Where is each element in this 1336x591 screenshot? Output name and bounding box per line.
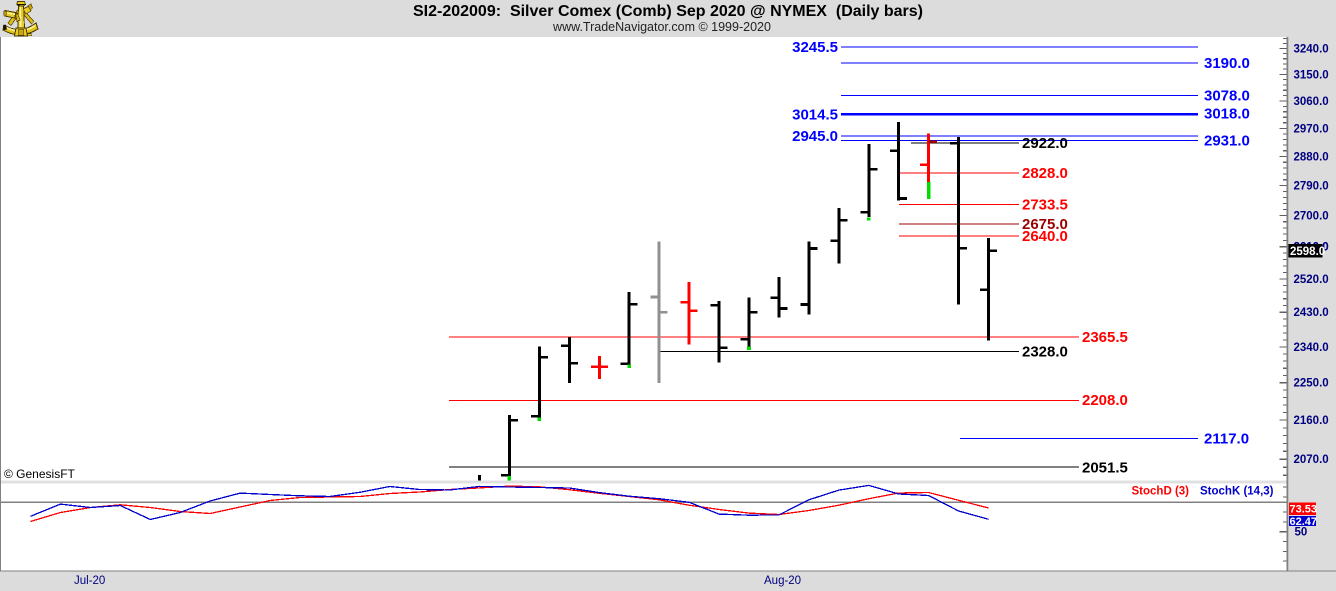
svg-text:73.53: 73.53: [1290, 503, 1318, 515]
svg-text:2051.5: 2051.5: [1082, 459, 1128, 476]
svg-text:3014.5: 3014.5: [792, 107, 838, 124]
svg-text:2790.0: 2790.0: [1294, 181, 1329, 193]
svg-text:62.47: 62.47: [1290, 516, 1318, 528]
svg-text:2117.0: 2117.0: [1204, 431, 1249, 448]
svg-text:2640.0: 2640.0: [1022, 228, 1068, 245]
svg-text:2070.0: 2070.0: [1294, 454, 1329, 466]
svg-text:2945.0: 2945.0: [792, 128, 838, 145]
svg-text:3150.0: 3150.0: [1294, 69, 1329, 81]
svg-text:2598.0: 2598.0: [1290, 246, 1325, 258]
svg-text:3018.0: 3018.0: [1204, 106, 1250, 123]
svg-text:2970.0: 2970.0: [1294, 123, 1329, 135]
svg-text:3078.0: 3078.0: [1204, 88, 1250, 105]
svg-text:50: 50: [1295, 527, 1308, 539]
svg-text:2828.0: 2828.0: [1022, 165, 1068, 182]
svg-text:2733.5: 2733.5: [1022, 196, 1068, 213]
svg-text:2250.0: 2250.0: [1294, 378, 1329, 390]
svg-text:2700.0: 2700.0: [1294, 211, 1329, 223]
svg-text:3245.5: 3245.5: [792, 39, 838, 56]
svg-text:2328.0: 2328.0: [1022, 344, 1068, 361]
svg-text:3060.0: 3060.0: [1294, 96, 1329, 108]
svg-text:3240.0: 3240.0: [1294, 44, 1329, 56]
svg-text:2430.0: 2430.0: [1294, 307, 1329, 319]
svg-text:2340.0: 2340.0: [1294, 342, 1329, 354]
svg-text:2931.0: 2931.0: [1204, 132, 1250, 149]
svg-text:3190.0: 3190.0: [1204, 55, 1250, 72]
svg-text:2160.0: 2160.0: [1294, 415, 1329, 427]
svg-text:2880.0: 2880.0: [1294, 152, 1329, 164]
svg-text:2922.0: 2922.0: [1022, 135, 1068, 152]
svg-text:2520.0: 2520.0: [1294, 274, 1329, 286]
svg-text:StochD (3): StochD (3): [1132, 485, 1190, 497]
svg-text:StochK (14,3): StochK (14,3): [1200, 485, 1274, 497]
svg-text:2208.0: 2208.0: [1082, 392, 1128, 409]
svg-text:2675.0: 2675.0: [1022, 216, 1068, 233]
svg-text:2365.5: 2365.5: [1082, 329, 1128, 346]
